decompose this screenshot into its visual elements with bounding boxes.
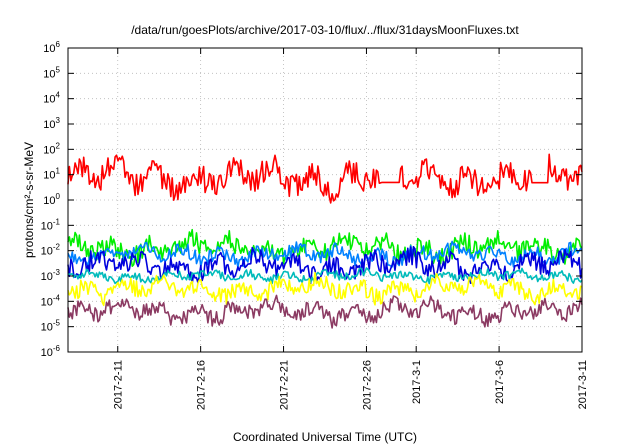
plot-frame — [67, 47, 583, 353]
data-series-line — [67, 294, 583, 329]
y-tick-label: 106 — [43, 40, 60, 55]
y-tick-label: 10-5 — [41, 319, 61, 334]
y-tick-label: 10-4 — [41, 293, 61, 308]
x-tick-label: 2017-2-11 — [113, 360, 125, 409]
chart-title: /data/run/goesPlots/archive/2017-03-10/f… — [131, 23, 519, 37]
data-series-line — [67, 153, 583, 204]
y-tick-label: 10-6 — [41, 344, 61, 359]
x-axis-label: Coordinated Universal Time (UTC) — [233, 430, 417, 444]
tick-labels: 10-6 10-5 10-4 10-3 10-2 10-1 100 101 102 103 104 1… — [41, 40, 589, 410]
x-tick-label: 2017-2-16 — [196, 360, 208, 410]
data-series-line — [67, 271, 583, 307]
y-tick-label: 10-3 — [41, 268, 61, 283]
y-tick-label: 10-2 — [41, 243, 61, 258]
series-group — [67, 153, 583, 329]
y-tick-label: 104 — [43, 91, 60, 106]
y-tick-label: 101 — [43, 167, 60, 182]
x-tick-label: 2017-2-26 — [361, 360, 373, 410]
x-tick-label: 2017-3-11 — [577, 360, 589, 409]
y-tick-label: 10-1 — [41, 217, 61, 232]
chart-axes — [67, 47, 583, 353]
x-tick-label: 2017-3-1 — [411, 360, 423, 404]
y-tick-label: 102 — [43, 141, 60, 156]
chart-grid — [68, 48, 582, 352]
data-series-line — [67, 267, 583, 285]
y-tick-label: 105 — [43, 65, 60, 80]
data-series-line — [67, 228, 583, 267]
x-tick-label: 2017-3-6 — [494, 360, 506, 404]
data-series-line — [67, 246, 583, 284]
y-tick-label: 100 — [43, 192, 60, 207]
data-series-line — [67, 240, 583, 269]
x-tick-label: 2017-2-21 — [279, 360, 291, 410]
y-tick-label: 103 — [43, 116, 60, 131]
y-axis-label: protons/cm²-s-sr-MeV — [22, 142, 36, 258]
